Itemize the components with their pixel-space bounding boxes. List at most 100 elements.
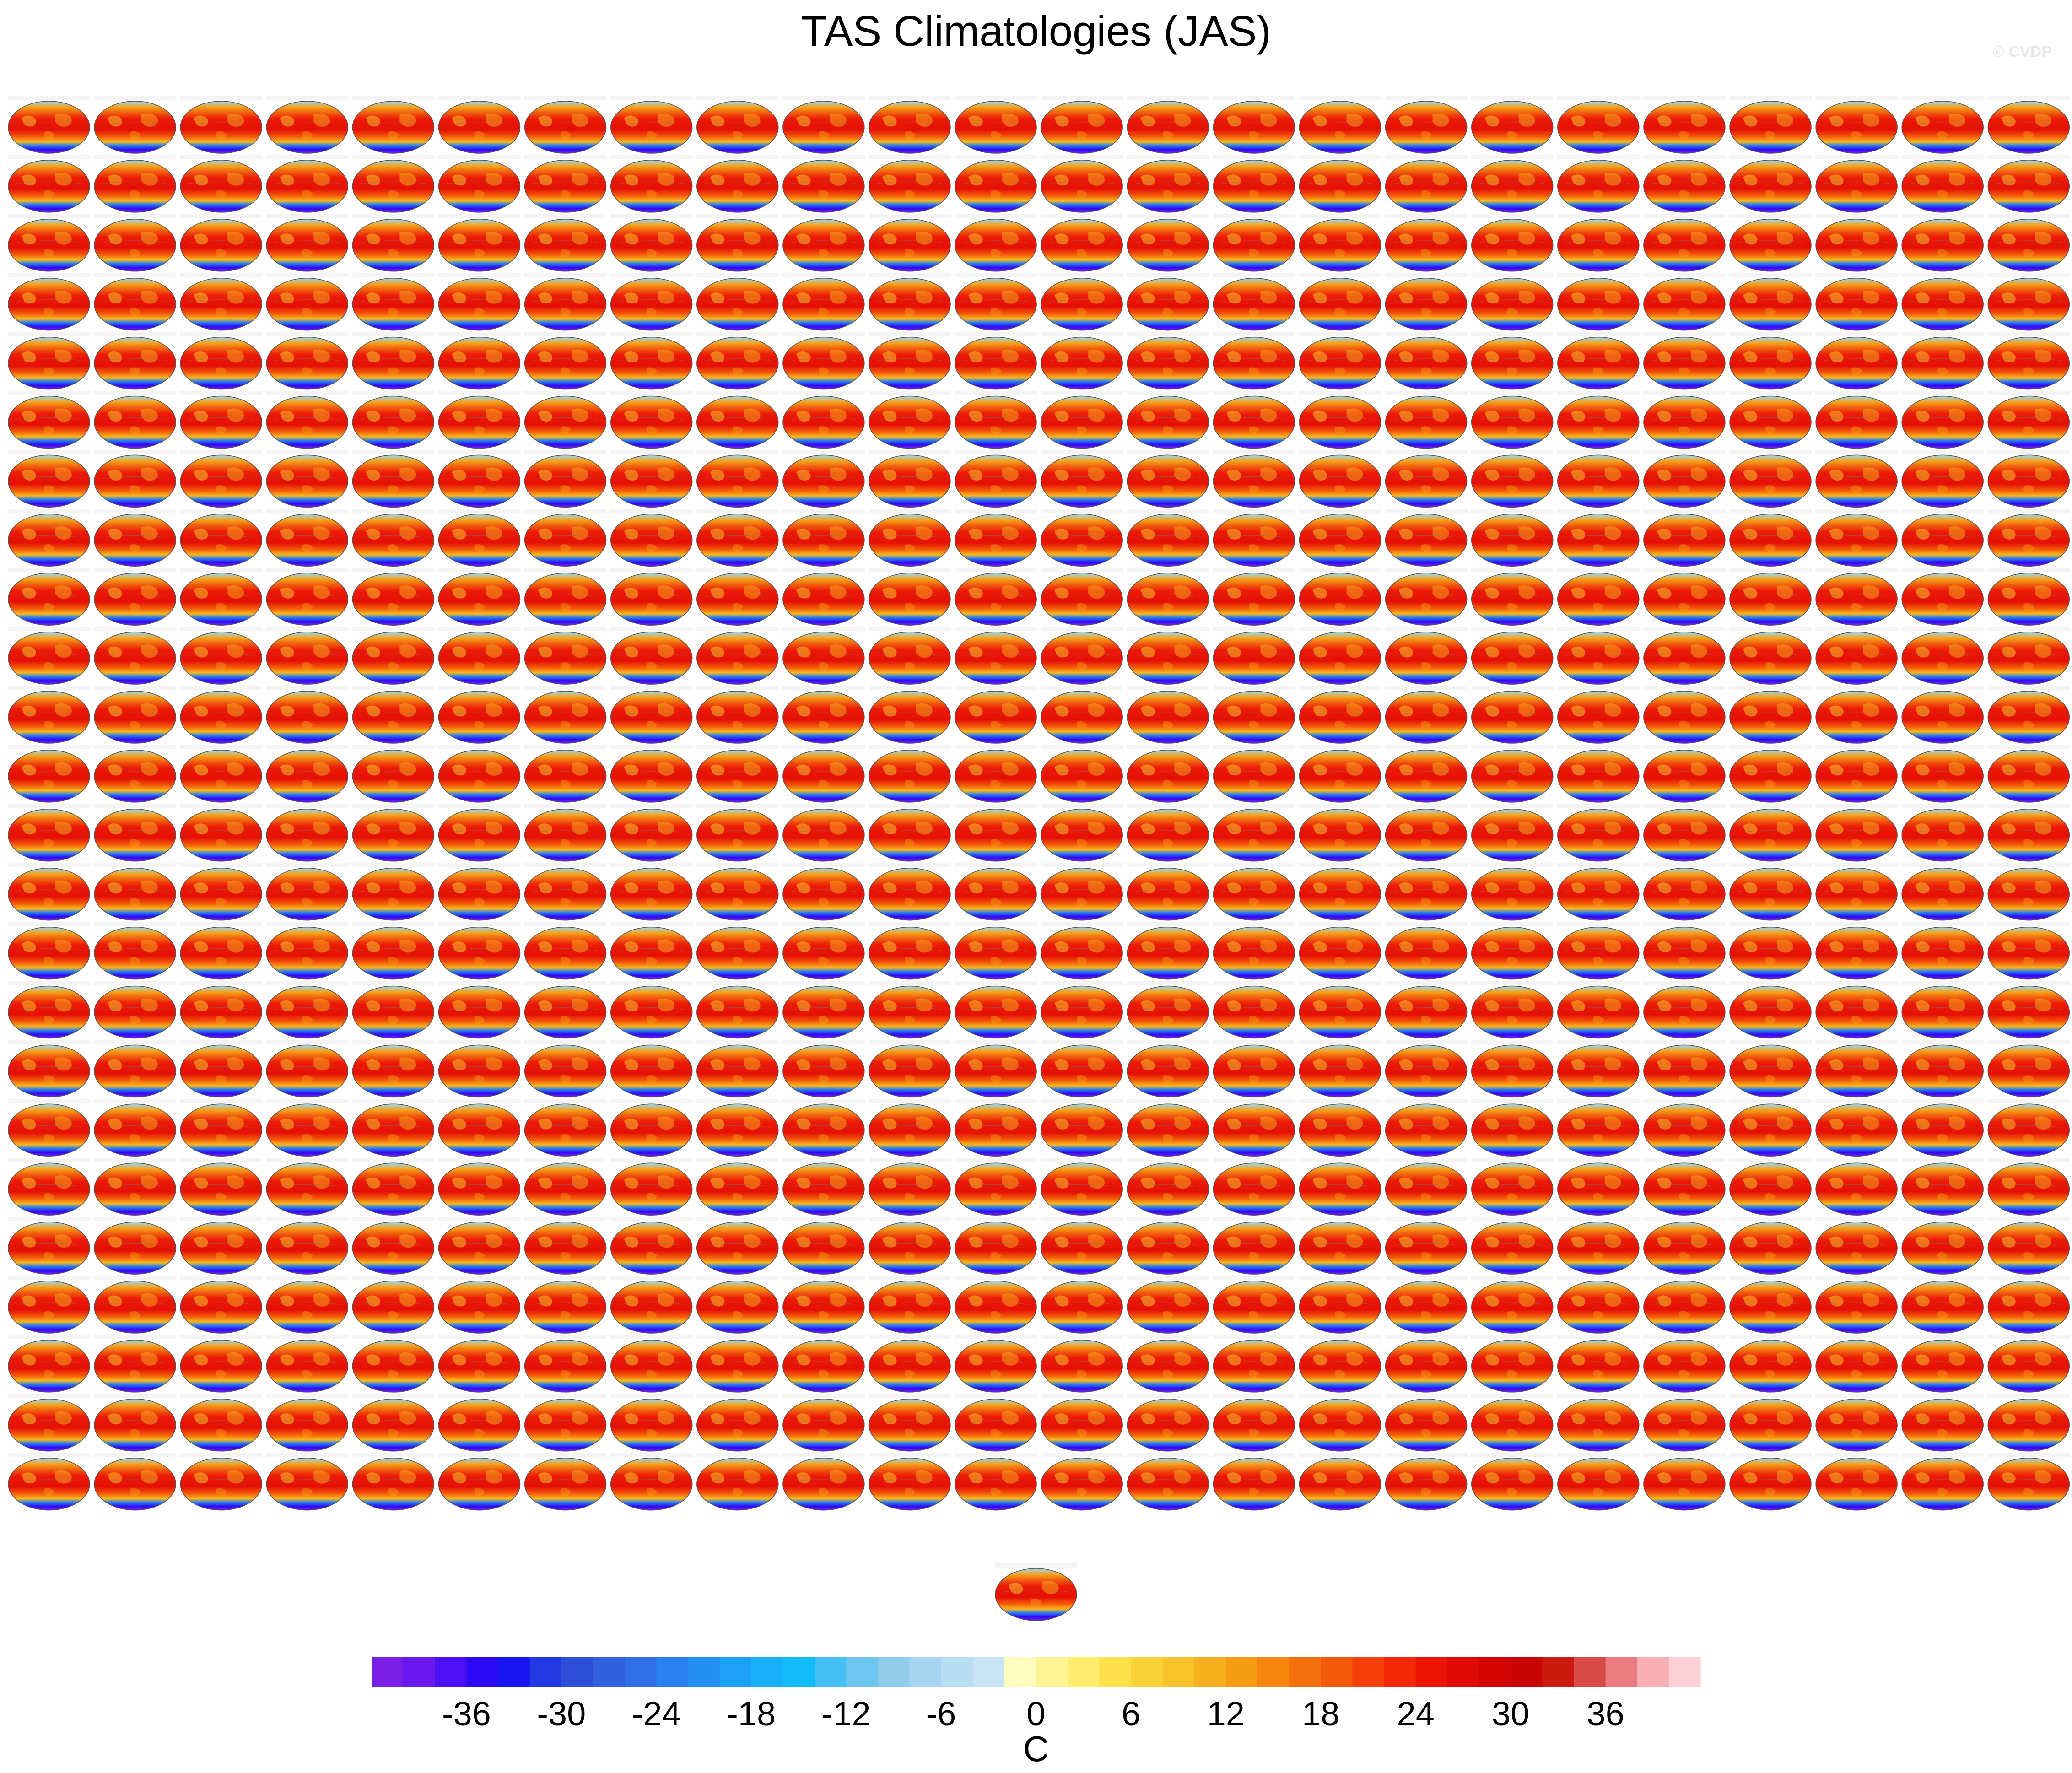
map-panel-305: [1384, 804, 1468, 862]
map-panel-391: [523, 1039, 607, 1098]
colorbar-swatch: [846, 1657, 878, 1687]
map-panel-313: [7, 862, 91, 921]
map-panel-39: [1212, 155, 1296, 213]
map-panel-16: [1298, 96, 1382, 154]
map-panel-37: [1040, 155, 1123, 213]
colorbar-swatch: [1605, 1657, 1638, 1687]
map-panel-431: [1901, 1098, 1984, 1157]
map-panel-49: [7, 214, 91, 272]
map-panel-518: [1126, 1335, 1210, 1393]
map-panel-553: [7, 1452, 91, 1511]
map-panel-172: [265, 508, 349, 567]
map-panel-150: [437, 449, 521, 508]
map-panel-387: [179, 1039, 263, 1098]
map-panel-540: [954, 1394, 1037, 1452]
map-panel-253: [1040, 686, 1123, 744]
map-panel-73: [7, 272, 91, 331]
map-panel-165: [1729, 449, 1812, 508]
map-panel-399: [1212, 1039, 1296, 1098]
colorbar-unit-label: C: [1023, 1729, 1049, 1769]
map-panel-198: [437, 568, 521, 626]
map-panel-243: [179, 686, 263, 744]
map-panel-144: [1987, 390, 2071, 449]
map-panel-480: [1987, 1216, 2071, 1275]
colorbar-swatch: [1099, 1657, 1132, 1687]
map-panel-164: [1643, 449, 1726, 508]
colorbar-swatch: [782, 1657, 815, 1687]
map-panel-435: [179, 1157, 263, 1216]
map-panel-67: [1557, 214, 1640, 272]
map-panel-329: [1384, 862, 1468, 921]
map-panel-334: [1815, 862, 1898, 921]
map-panel-55: [523, 214, 607, 272]
map-panel-157: [1040, 449, 1123, 508]
map-panel-335: [1901, 862, 1984, 921]
map-panel-330: [1470, 862, 1554, 921]
map-panel-57: [696, 214, 779, 272]
map-panel-461: [351, 1216, 435, 1275]
map-panel-294: [437, 804, 521, 862]
map-panel-266: [93, 745, 177, 803]
map-panel-240: [1987, 627, 2071, 685]
map-panel-562: [782, 1452, 865, 1511]
colorbar-swatch: [1289, 1657, 1321, 1687]
map-panel-301: [1040, 804, 1123, 862]
map-panel-188: [1643, 508, 1726, 567]
map-panel-292: [265, 804, 349, 862]
map-panel-177: [696, 508, 779, 567]
map-panel-210: [1470, 568, 1554, 626]
map-panel-288: [1987, 745, 2071, 803]
map-panel-187: [1557, 508, 1640, 567]
map-panel-193: [7, 568, 91, 626]
map-panel-418: [782, 1098, 865, 1157]
map-panel-491: [868, 1276, 951, 1334]
map-panel-278: [1126, 745, 1210, 803]
map-panel-463: [523, 1216, 607, 1275]
map-panel-60: [954, 214, 1037, 272]
map-panel-340: [265, 921, 349, 980]
map-panel-168: [1987, 449, 2071, 508]
map-panel-416: [610, 1098, 693, 1157]
map-panel-478: [1815, 1216, 1898, 1275]
map-panel-499: [1557, 1276, 1640, 1334]
map-panel-151: [523, 449, 607, 508]
map-panel-154: [782, 449, 865, 508]
map-panel-156: [954, 449, 1037, 508]
map-panel-74: [93, 272, 177, 331]
map-panel-560: [610, 1452, 693, 1511]
map-panel-408: [1987, 1039, 2071, 1098]
map-panel-51: [179, 214, 263, 272]
map-panel-398: [1126, 1039, 1210, 1098]
map-panel-332: [1643, 862, 1726, 921]
map-panel-511: [523, 1335, 607, 1393]
map-panel-113: [1384, 331, 1468, 390]
map-panel-410: [93, 1098, 177, 1157]
map-panel-4: [265, 96, 349, 154]
map-panel-390: [437, 1039, 521, 1098]
map-panel-194: [93, 568, 177, 626]
map-panel-386: [93, 1039, 177, 1098]
map-panel-272: [610, 745, 693, 803]
map-panel-484: [265, 1276, 349, 1334]
map-panel-426: [1470, 1098, 1554, 1157]
map-panel-477: [1729, 1216, 1812, 1275]
map-panel-402: [1470, 1039, 1554, 1098]
map-panel-497: [1384, 1276, 1468, 1334]
colorbar-tick-label: 30: [1492, 1695, 1529, 1733]
map-panel-90: [1470, 272, 1554, 331]
map-panel-131: [868, 390, 951, 449]
map-panel-201: [696, 568, 779, 626]
map-panel-299: [868, 804, 951, 862]
map-panel-87: [1212, 272, 1296, 331]
map-panel-12: [954, 96, 1037, 154]
map-panel-252: [954, 686, 1037, 744]
map-panel-44: [1643, 155, 1726, 213]
map-panel-143: [1901, 390, 1984, 449]
map-panel-5: [351, 96, 435, 154]
map-panel-490: [782, 1276, 865, 1334]
map-panel-122: [93, 390, 177, 449]
map-panel-236: [1643, 627, 1726, 685]
map-panel-442: [782, 1157, 865, 1216]
map-panel-472: [1298, 1216, 1382, 1275]
map-panel-111: [1212, 331, 1296, 390]
